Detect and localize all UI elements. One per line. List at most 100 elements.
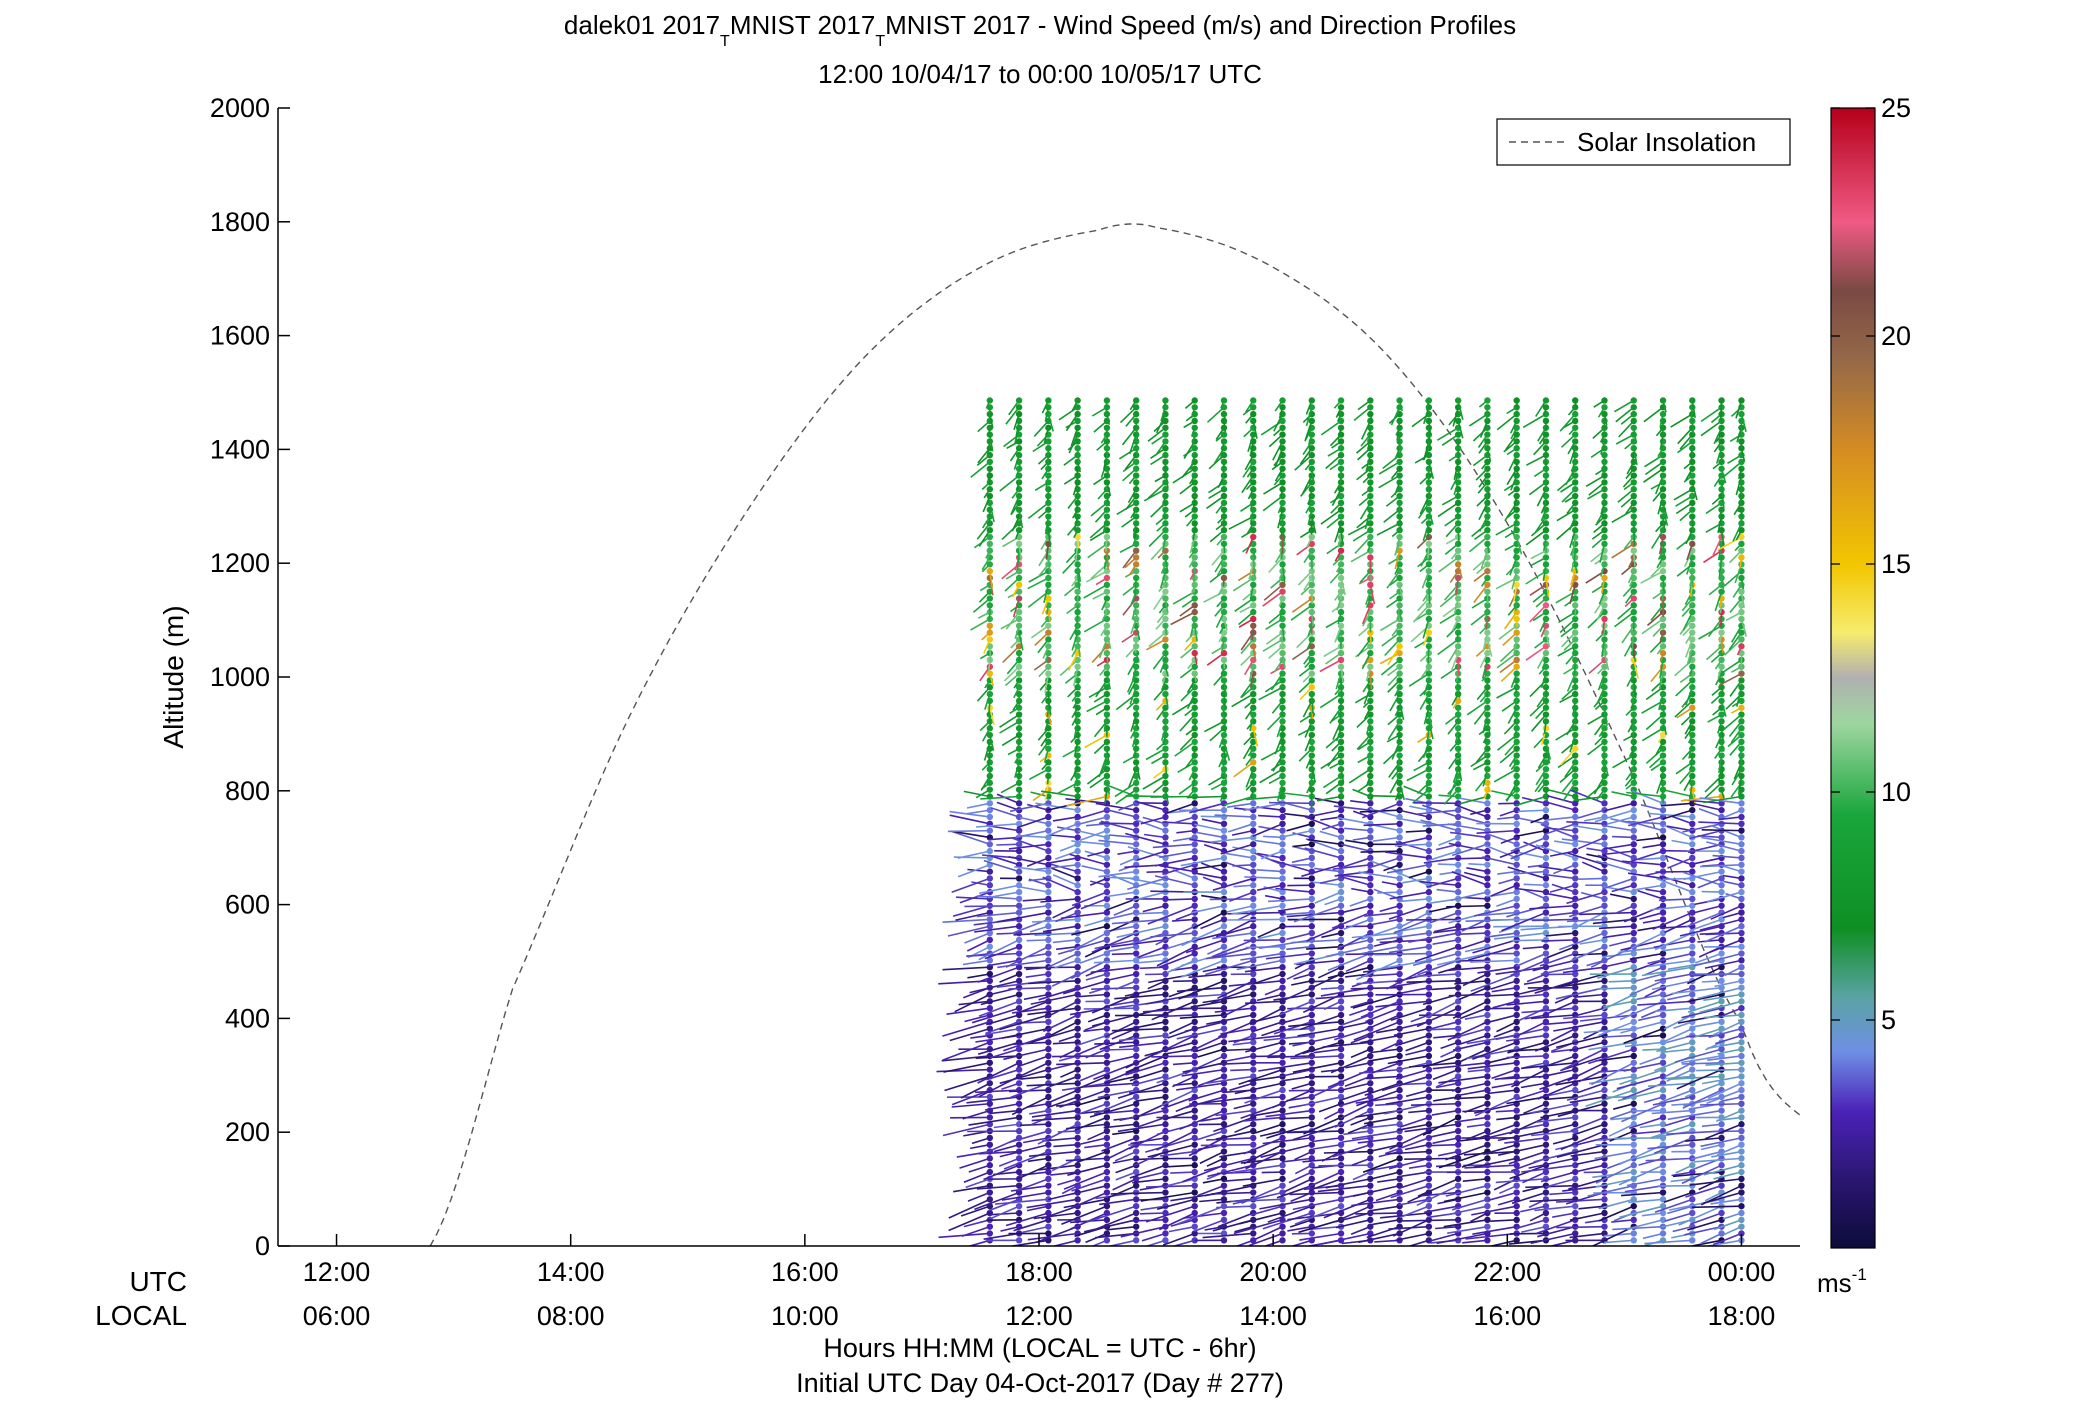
wind-barb-dot — [1279, 772, 1286, 780]
wind-barb-dot — [1542, 868, 1550, 875]
wind-barb-dot — [1045, 759, 1052, 766]
wind-barb — [1334, 523, 1342, 543]
wind-barb — [1345, 839, 1371, 846]
wind-barb — [983, 741, 991, 761]
wind-barb-dot — [1220, 506, 1228, 513]
wind-barb — [1243, 1116, 1283, 1122]
wind-barb-dot — [1045, 506, 1052, 513]
wind-barb — [1380, 659, 1401, 676]
wind-barb-dot — [1103, 649, 1111, 657]
wind-barb-dot — [1513, 738, 1520, 746]
wind-barb — [1302, 1157, 1342, 1163]
wind-barb-dot — [1484, 486, 1491, 493]
wind-barb — [1086, 823, 1107, 827]
wind-barb-dot — [1279, 643, 1286, 650]
wind-barb-dot — [1454, 1080, 1462, 1087]
wind-barb — [1286, 966, 1313, 980]
wind-barb — [1312, 1137, 1342, 1143]
wind-barb-dot — [1542, 957, 1550, 964]
wind-barb — [1113, 905, 1137, 916]
wind-barb — [1110, 1000, 1137, 1007]
wind-barb-dot — [1279, 1086, 1286, 1094]
wind-barb — [1313, 881, 1342, 887]
wind-barb-dot — [1484, 1155, 1491, 1162]
wind-barb-dot — [1191, 738, 1198, 746]
wind-profile — [1461, 397, 1523, 1246]
wind-barb — [1130, 932, 1166, 945]
wind-barb-dot — [1542, 827, 1550, 834]
wind-barb — [977, 1041, 1020, 1055]
wind-barb-dot — [1367, 759, 1374, 766]
wind-barb-dot — [1542, 909, 1550, 916]
wind-barb-dot — [1396, 902, 1403, 909]
wind-barb — [1156, 945, 1196, 967]
wind-barb-dot — [1396, 909, 1403, 916]
wind-barb — [1048, 823, 1078, 837]
wind-barb — [954, 993, 991, 1013]
wind-barb-dot — [1103, 1052, 1111, 1060]
wind-barb-dot — [1250, 1168, 1257, 1176]
wind-barb — [1343, 857, 1371, 868]
wind-barb-dot — [986, 923, 994, 930]
wind-barb — [1405, 1048, 1430, 1056]
wind-barb — [1350, 1000, 1371, 1009]
wind-barb — [1069, 932, 1108, 953]
wind-barb — [1508, 1150, 1547, 1165]
wind-barb — [1262, 638, 1283, 652]
wind-barb — [1160, 1089, 1196, 1107]
wind-barb — [1458, 939, 1488, 950]
wind-barb-dot — [1337, 745, 1345, 752]
wind-barb — [1188, 1137, 1225, 1157]
wind-barb — [1472, 1041, 1517, 1060]
wind-barb — [1355, 1096, 1400, 1104]
wind-barb-dot — [1220, 806, 1228, 814]
wind-barb-dot — [1396, 677, 1403, 684]
wind-barb-dot — [1074, 404, 1081, 411]
wind-barb — [1188, 973, 1225, 979]
wind-barb — [1366, 1171, 1400, 1181]
wind-barb-dot — [1103, 936, 1111, 944]
wind-barb — [1399, 1205, 1430, 1219]
wind-barb-dot — [1454, 554, 1462, 561]
wind-barb — [1115, 1164, 1137, 1174]
wind-barb-dot — [1367, 800, 1374, 807]
wind-barb — [1473, 707, 1489, 725]
wind-barb-dot — [1015, 479, 1023, 486]
wind-barb-dot — [1367, 895, 1374, 903]
wind-barb-dot — [1015, 827, 1023, 834]
wind-barb-dot — [1132, 492, 1140, 500]
wind-barb-dot — [1074, 738, 1081, 746]
wind-barb-dot — [1162, 1121, 1169, 1128]
wind-barb — [1203, 843, 1225, 852]
wind-barb-dot — [1045, 581, 1052, 589]
wind-barb — [1259, 768, 1283, 784]
wind-barb-dot — [1279, 820, 1286, 828]
wind-barb — [1466, 867, 1488, 873]
wind-barb — [1369, 584, 1376, 605]
wind-barb — [1454, 1096, 1488, 1100]
wind-barb-dot — [986, 690, 994, 698]
wind-barb — [1530, 714, 1547, 732]
wind-barb — [1031, 1109, 1078, 1118]
wind-barb — [1389, 891, 1430, 900]
wind-barb-dot — [1074, 1141, 1081, 1148]
wind-barb — [1190, 904, 1225, 914]
wind-barb-dot — [1396, 1209, 1403, 1217]
wind-barb — [1090, 1212, 1137, 1232]
wind-barb-dot — [1132, 547, 1140, 554]
wind-barb — [1172, 869, 1196, 880]
wind-barb-dot — [1337, 608, 1345, 616]
wind-barb-dot — [1542, 875, 1550, 882]
wind-barb-dot — [1367, 1196, 1374, 1203]
wind-barb — [1492, 1000, 1517, 1009]
wind-barb-dot — [986, 458, 994, 466]
wind-barb-dot — [1045, 1100, 1052, 1107]
wind-barb-dot — [1103, 629, 1111, 636]
wind-barb-dot — [1250, 800, 1257, 807]
wind-barb — [1321, 932, 1342, 939]
wind-barb-dot — [1220, 943, 1228, 950]
wind-barb — [1051, 973, 1078, 987]
wind-barb-dot — [1367, 909, 1374, 916]
wind-barb-dot — [1454, 984, 1462, 991]
wind-barb — [1245, 768, 1254, 788]
